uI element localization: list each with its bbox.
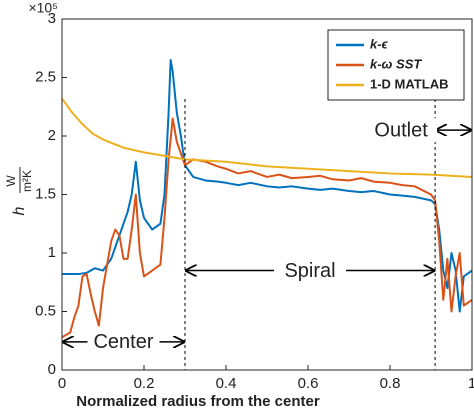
x-tick-label: 0.2 [134,375,155,392]
legend-label: 1-D MATLAB [370,76,448,91]
y-tick-label: 0 [48,361,56,378]
plot-area [62,58,473,339]
legend-label: k-ω SST [370,56,422,71]
y-label-unit-num: W [4,175,18,187]
y-multiplier: ×10⁵ [28,0,58,16]
y-label-symbol: h [11,206,28,215]
x-tick-label: 0 [58,375,66,392]
data-line [62,117,473,339]
x-tick-label: 0.4 [216,375,237,392]
y-label-unit-den: m²K [20,170,34,192]
region-label-bg [274,258,347,283]
y-tick-label: 0.5 [35,302,56,319]
region-label: Center [93,331,153,353]
region-label: Outlet [374,119,428,141]
x-tick-label: 0.6 [298,375,319,392]
x-tick-label: 0.8 [380,375,401,392]
y-tick-label: 2.5 [35,68,56,85]
y-tick-label: 3 [48,10,56,27]
x-axis-label: Normalized radius from the center [76,393,320,410]
plot-frame [61,18,473,371]
legend-label: k-ϵ [370,36,389,51]
y-tick-label: 2 [48,127,56,144]
region-label-bg [365,118,438,143]
data-line [62,97,473,178]
y-tick-label: 1 [48,244,56,261]
region-label-bg [87,329,160,354]
region-label: Spiral [284,260,335,282]
y-axis-label: h W m²K [4,167,34,215]
x-tick-label: 1 [468,375,474,392]
y-tick-label: 1.5 [35,185,56,202]
